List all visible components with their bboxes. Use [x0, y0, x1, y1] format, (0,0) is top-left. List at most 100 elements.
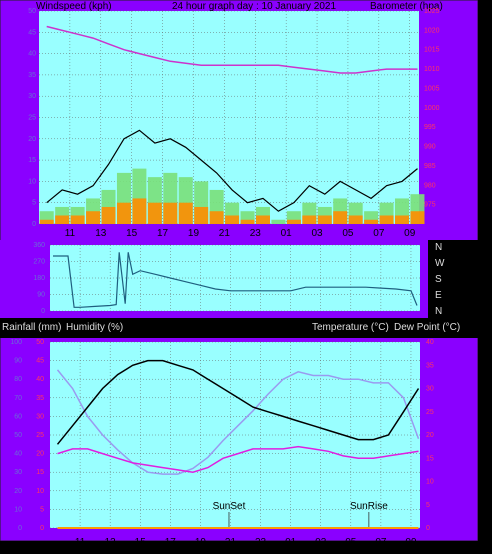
wind-y-tick-label: 40 [28, 51, 36, 58]
temperature-y-tick-label: 20 [426, 432, 434, 439]
wind-y-tick-label: 35 [28, 72, 36, 79]
wind-x-tick-label: 15 [126, 228, 138, 239]
rain-y-tick-label: 15 [36, 469, 44, 476]
temp-x-tick-label: 19 [195, 537, 207, 548]
wind-low-bar [132, 198, 147, 224]
wind-y-tick-label: 25 [28, 115, 36, 122]
rain-y-tick-label: 35 [36, 395, 44, 402]
wind-y-tick-label: 50 [28, 8, 36, 15]
dewpoint-axis-title: Dew Point (°C) [394, 322, 460, 333]
dir-left-frame [0, 240, 50, 318]
rain-y-tick-label: 5 [40, 506, 44, 513]
temperature-axis-title: Temperature (°C) [312, 322, 389, 333]
dir-y-tick-label: 180 [33, 275, 45, 282]
wind-x-tick-label: 17 [157, 228, 169, 239]
wind-low-bar [209, 211, 224, 224]
sunset-label: SunSet [213, 501, 246, 512]
dir-y-tick-label: 360 [33, 242, 45, 249]
compass-label: W [435, 258, 445, 269]
dir-y-tick-label: 270 [33, 259, 45, 266]
temp-x-tick-label: 07 [375, 537, 387, 548]
temperature-line [56, 359, 420, 445]
wind-x-tick-label: 21 [219, 228, 231, 239]
wind-low-bar [379, 215, 394, 224]
wind-low-bar [70, 215, 85, 224]
top-bottom-gap [0, 318, 478, 338]
temp-x-tick-label: 23 [255, 537, 267, 548]
wind-x-tick-label: 07 [373, 228, 385, 239]
humidity-axis-title: Humidity (%) [66, 322, 123, 333]
dir-y-tick-label: 90 [37, 292, 45, 299]
wind-low-bar [39, 219, 54, 224]
barometer-y-tick-label: 995 [424, 124, 436, 131]
compass-label: E [435, 290, 442, 301]
wind-y-tick-label: 30 [28, 93, 36, 100]
wind-x-tick-label: 11 [65, 228, 76, 239]
humidity-y-tick-label: 30 [14, 469, 22, 476]
wind-low-bar [364, 219, 379, 224]
wind-x-tick-label: 09 [404, 228, 416, 239]
wind-low-bar [255, 215, 270, 224]
wind-axis-title: Windspeed (kph) [36, 1, 112, 12]
dir-y-tick-label: 0 [41, 308, 45, 315]
humidity-y-tick-label: 60 [14, 413, 22, 420]
wind-avg-bar [271, 219, 286, 224]
wind-low-bar [286, 219, 301, 224]
temperature-y-tick-label: 40 [426, 339, 434, 346]
wind-low-bar [333, 211, 348, 224]
wind-low-bar [116, 202, 131, 224]
temp-x-tick-label: 05 [345, 537, 357, 548]
wind-low-bar [240, 219, 255, 224]
barometer-y-tick-label: 990 [424, 144, 436, 151]
wind-low-bar [163, 202, 178, 224]
wind-x-tick-label: 05 [342, 228, 354, 239]
rain-y-tick-label: 45 [36, 358, 44, 365]
humidity-y-tick-label: 20 [14, 488, 22, 495]
graph-title: 24 hour graph day : 10 January 2021 [172, 1, 336, 12]
humidity-y-tick-label: 40 [14, 451, 22, 458]
humidity-y-tick-label: 90 [14, 358, 22, 365]
rain-y-tick-label: 10 [36, 488, 44, 495]
temperature-y-tick-label: 5 [426, 502, 430, 509]
dir-right-gap [428, 240, 478, 318]
temperature-y-tick-label: 30 [426, 386, 434, 393]
dewpoint-line [57, 445, 419, 473]
wind-x-tick-label: 23 [250, 228, 262, 239]
sunrise-label: SunRise [350, 501, 388, 512]
barometer-y-tick-label: 1025 [424, 8, 440, 15]
temp-x-tick-label: 13 [105, 537, 117, 548]
wind-low-bar [395, 215, 410, 224]
wind-x-tick-label: 03 [311, 228, 323, 239]
compass-label: N [435, 306, 442, 317]
compass-label: S [435, 274, 442, 285]
humidity-y-tick-label: 100 [10, 339, 22, 346]
right-strip [478, 0, 492, 554]
wind-low-bar [178, 202, 193, 224]
barometer-y-tick-label: 975 [424, 202, 436, 209]
barometer-y-tick-label: 1010 [424, 66, 440, 73]
rain-y-tick-label: 0 [40, 525, 44, 532]
temp-x-tick-label: 15 [135, 537, 147, 548]
wind-y-tick-label: 5 [32, 200, 36, 207]
temperature-y-tick-label: 35 [426, 362, 434, 369]
wind-gust-line [46, 129, 418, 212]
wind-low-bar [302, 215, 317, 224]
wind-x-tick-label: 01 [281, 228, 293, 239]
barometer-line [46, 25, 418, 74]
wind-low-bar [317, 215, 332, 224]
bottom-strip [0, 541, 492, 554]
temp-x-tick-label: 09 [405, 537, 417, 548]
rain-y-tick-label: 20 [36, 451, 44, 458]
barometer-y-tick-label: 1005 [424, 85, 440, 92]
barometer-y-tick-label: 1000 [424, 105, 440, 112]
wind-y-tick-label: 10 [28, 178, 36, 185]
wind-low-bar [55, 215, 70, 224]
temp-x-tick-label: 11 [75, 537, 86, 548]
wind-low-bar [410, 211, 425, 224]
wind-low-bar [86, 211, 101, 224]
temperature-y-tick-label: 0 [426, 525, 430, 532]
temperature-y-tick-label: 10 [426, 479, 434, 486]
wind-direction-line [53, 252, 418, 308]
temp-x-tick-label: 01 [285, 537, 297, 548]
